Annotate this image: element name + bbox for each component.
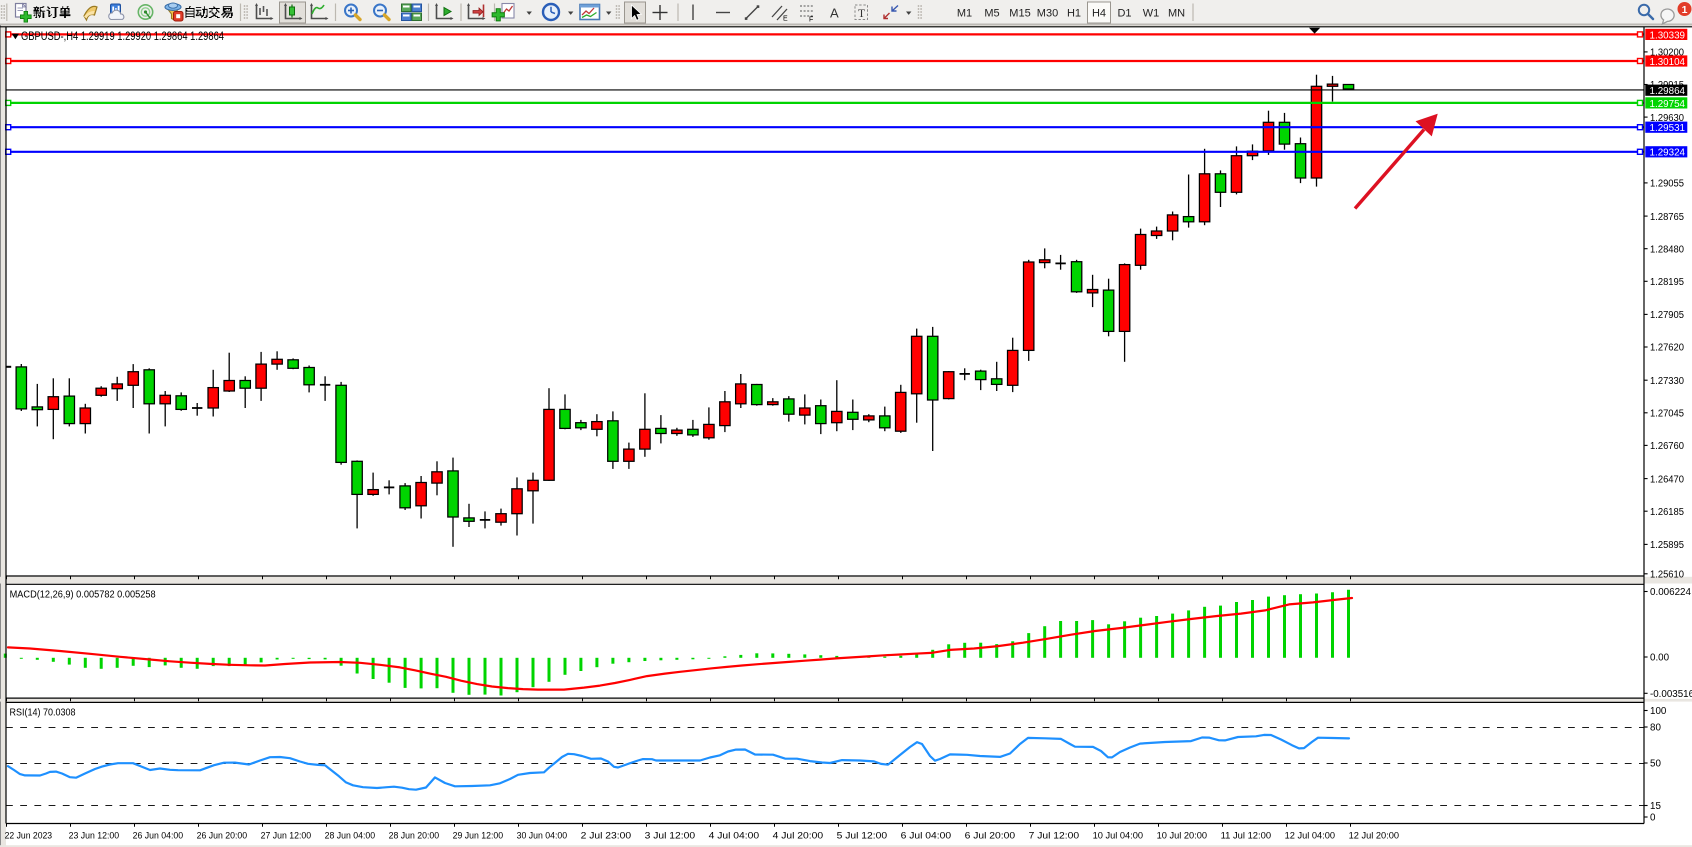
- svg-text:A: A: [830, 6, 839, 21]
- svg-text:M1: M1: [957, 8, 972, 20]
- svg-text:GBPUSD-,H4 1.29919 1.29920 1.: GBPUSD-,H4 1.29919 1.29920 1.29864 1.298…: [21, 31, 224, 43]
- svg-text:15: 15: [1650, 801, 1661, 812]
- svg-text:27 Jun 12:00: 27 Jun 12:00: [261, 831, 312, 842]
- svg-text:12 Jul 20:00: 12 Jul 20:00: [1349, 831, 1400, 842]
- svg-text:1.25895: 1.25895: [1650, 540, 1685, 551]
- svg-text:1.27045: 1.27045: [1650, 409, 1685, 420]
- svg-text:1.30104: 1.30104: [1650, 57, 1686, 68]
- svg-text:29 Jun 12:00: 29 Jun 12:00: [453, 831, 504, 842]
- svg-text:1.29754: 1.29754: [1650, 99, 1686, 110]
- svg-text:10 Jul 04:00: 10 Jul 04:00: [1093, 831, 1144, 842]
- svg-text:H4: H4: [1092, 8, 1106, 20]
- svg-text:11 Jul 12:00: 11 Jul 12:00: [1221, 831, 1272, 842]
- svg-text:E: E: [783, 16, 788, 23]
- svg-text:28 Jun 04:00: 28 Jun 04:00: [325, 831, 376, 842]
- svg-text:M30: M30: [1037, 8, 1058, 20]
- svg-text:1.29324: 1.29324: [1650, 148, 1686, 159]
- svg-text:W1: W1: [1143, 8, 1160, 20]
- svg-text:1.27620: 1.27620: [1650, 343, 1685, 354]
- svg-text:D1: D1: [1117, 8, 1131, 20]
- svg-text:22 Jun 2023: 22 Jun 2023: [5, 831, 53, 842]
- svg-text:M5: M5: [984, 8, 999, 20]
- svg-text:4 Jul 04:00: 4 Jul 04:00: [709, 831, 760, 842]
- svg-text:10 Jul 20:00: 10 Jul 20:00: [1157, 831, 1208, 842]
- svg-text:1.28195: 1.28195: [1650, 277, 1685, 288]
- svg-text:RSI(14) 70.0308: RSI(14) 70.0308: [10, 708, 77, 719]
- svg-text:1.27330: 1.27330: [1650, 376, 1685, 387]
- svg-text:7 Jul 12:00: 7 Jul 12:00: [1029, 831, 1080, 842]
- svg-text:30 Jun 04:00: 30 Jun 04:00: [517, 831, 568, 842]
- svg-text:M15: M15: [1009, 8, 1030, 20]
- svg-text:2 Jul 23:00: 2 Jul 23:00: [581, 831, 632, 842]
- svg-text:28 Jun 20:00: 28 Jun 20:00: [389, 831, 440, 842]
- svg-text:6 Jul 04:00: 6 Jul 04:00: [901, 831, 952, 842]
- svg-text:1.25610: 1.25610: [1650, 570, 1685, 581]
- svg-text:MACD(12,26,9) 0.005782 0.00525: MACD(12,26,9) 0.005782 0.005258: [10, 590, 157, 601]
- svg-text:4 Jul 20:00: 4 Jul 20:00: [773, 831, 824, 842]
- svg-text:1.26470: 1.26470: [1650, 474, 1685, 485]
- svg-text:0: 0: [1650, 813, 1656, 824]
- svg-text:80: 80: [1650, 723, 1661, 734]
- svg-text:1.26185: 1.26185: [1650, 507, 1685, 518]
- svg-text:MN: MN: [1168, 8, 1185, 20]
- svg-text:1.29055: 1.29055: [1650, 179, 1685, 190]
- svg-text:1.29864: 1.29864: [1650, 86, 1686, 97]
- svg-text:0.00: 0.00: [1650, 653, 1670, 664]
- svg-text:T: T: [858, 8, 865, 20]
- svg-text:1.30200: 1.30200: [1650, 48, 1685, 59]
- svg-text:H1: H1: [1067, 8, 1081, 20]
- svg-text:26 Jun 20:00: 26 Jun 20:00: [197, 831, 248, 842]
- svg-text:3 Jul 12:00: 3 Jul 12:00: [645, 831, 696, 842]
- svg-text:6 Jul 20:00: 6 Jul 20:00: [965, 831, 1016, 842]
- svg-text:1.29630: 1.29630: [1650, 113, 1685, 124]
- svg-text:50: 50: [1650, 759, 1661, 770]
- svg-text:F: F: [809, 17, 813, 24]
- svg-text:1.27905: 1.27905: [1650, 310, 1685, 321]
- svg-text:12 Jul 04:00: 12 Jul 04:00: [1285, 831, 1336, 842]
- svg-text:100: 100: [1650, 706, 1667, 717]
- svg-text:23 Jun 12:00: 23 Jun 12:00: [69, 831, 120, 842]
- svg-text:5 Jul 12:00: 5 Jul 12:00: [837, 831, 888, 842]
- svg-text:1: 1: [1682, 4, 1688, 16]
- svg-text:-0.003516: -0.003516: [1650, 689, 1692, 700]
- svg-text:1.28480: 1.28480: [1650, 244, 1685, 255]
- svg-text:1.29531: 1.29531: [1650, 123, 1686, 134]
- svg-text:1.30339: 1.30339: [1650, 30, 1686, 41]
- svg-text:0.006224: 0.006224: [1650, 587, 1692, 598]
- svg-text:1.26760: 1.26760: [1650, 441, 1685, 452]
- svg-text:26 Jun 04:00: 26 Jun 04:00: [133, 831, 184, 842]
- svg-text:1.28765: 1.28765: [1650, 212, 1685, 223]
